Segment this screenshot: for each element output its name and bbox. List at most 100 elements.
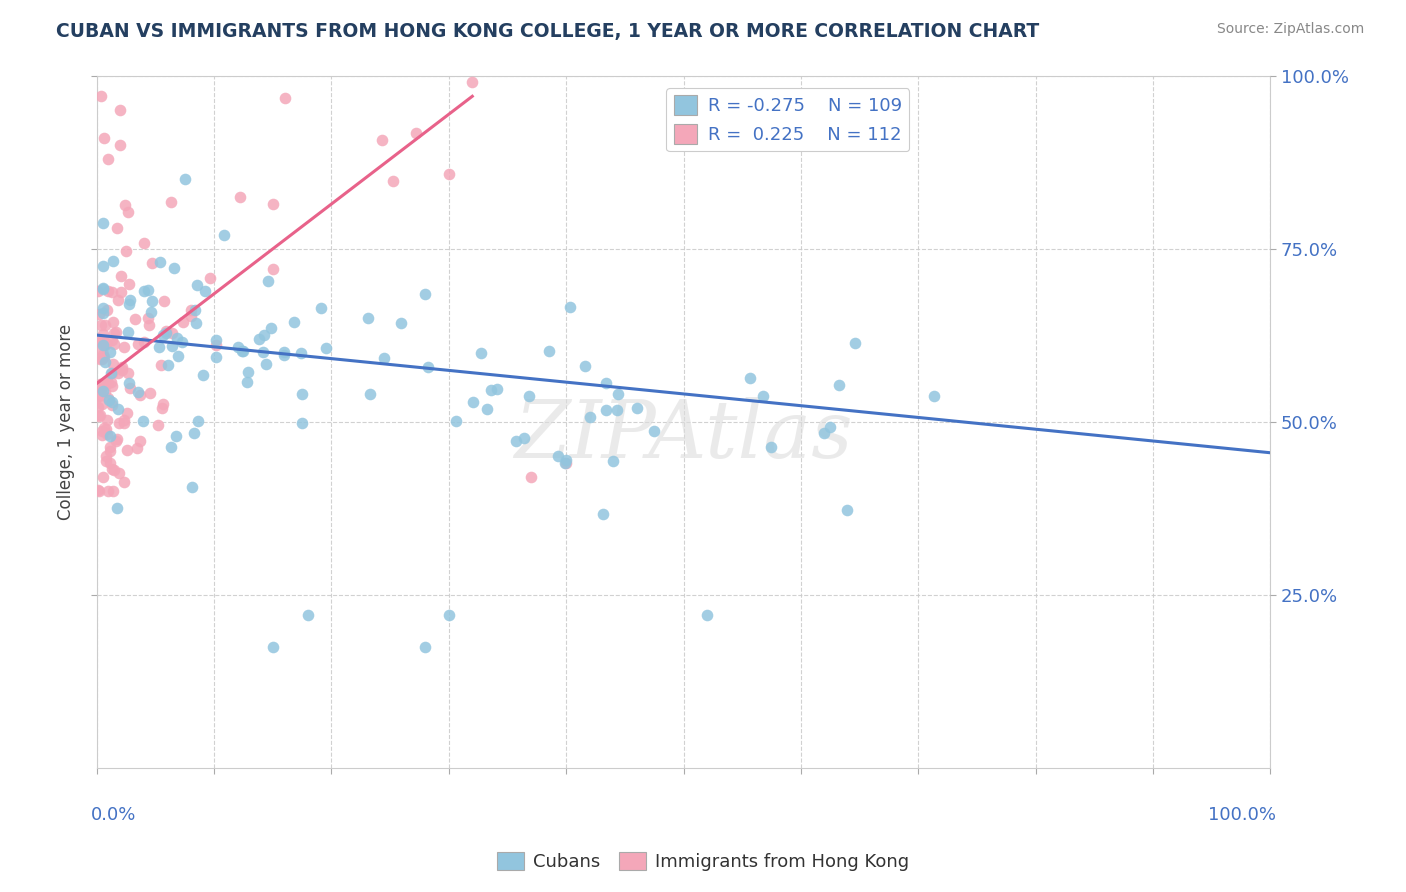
Point	[290, 346, 312, 360]
Point	[97, 284, 120, 298]
Point	[205, 351, 228, 365]
Point	[148, 417, 170, 432]
Point	[127, 385, 149, 400]
Point	[103, 337, 125, 351]
Point	[183, 302, 205, 317]
Point	[90, 89, 112, 103]
Point	[108, 466, 131, 480]
Point	[91, 281, 114, 295]
Point	[139, 385, 162, 400]
Point	[446, 414, 468, 428]
Point	[183, 425, 205, 440]
Point	[149, 255, 172, 269]
Point	[132, 414, 155, 428]
Point	[100, 285, 122, 299]
Point	[97, 483, 120, 498]
Point	[371, 133, 394, 147]
Point	[93, 350, 115, 364]
Point	[89, 408, 111, 422]
Point	[87, 382, 110, 396]
Point	[90, 334, 112, 348]
Point	[105, 434, 128, 449]
Point	[226, 340, 249, 354]
Point	[252, 345, 274, 359]
Point	[235, 376, 257, 390]
Point	[517, 389, 540, 403]
Point	[107, 416, 129, 430]
Point	[101, 398, 124, 412]
Point	[479, 384, 502, 398]
Point	[91, 338, 114, 352]
Point	[87, 334, 110, 348]
Point	[125, 441, 148, 455]
Point	[91, 306, 114, 320]
Point	[159, 440, 181, 454]
Point	[91, 301, 114, 315]
Point	[141, 256, 163, 270]
Point	[229, 189, 252, 203]
Point	[231, 343, 253, 358]
Point	[87, 378, 110, 392]
Point	[87, 400, 110, 414]
Point	[813, 425, 835, 440]
Point	[155, 324, 177, 338]
Point	[194, 284, 217, 298]
Point	[405, 126, 427, 140]
Point	[381, 174, 404, 188]
Point	[283, 315, 305, 329]
Point	[592, 507, 614, 521]
Point	[89, 351, 111, 366]
Point	[357, 310, 380, 325]
Point	[112, 340, 135, 354]
Point	[89, 389, 111, 403]
Point	[91, 470, 114, 484]
Point	[602, 454, 624, 468]
Point	[97, 392, 120, 407]
Point	[128, 434, 150, 449]
Point	[180, 309, 202, 323]
Point	[118, 293, 141, 307]
Point	[837, 503, 859, 517]
Point	[315, 341, 337, 355]
Point	[115, 443, 138, 458]
Point	[643, 424, 665, 438]
Point	[560, 300, 582, 314]
Point	[204, 334, 226, 348]
Point	[738, 370, 761, 384]
Point	[180, 303, 202, 318]
Point	[256, 274, 278, 288]
Point	[94, 335, 117, 350]
Point	[262, 262, 284, 277]
Point	[100, 367, 122, 381]
Point	[96, 413, 118, 427]
Point	[291, 387, 314, 401]
Point	[93, 384, 115, 399]
Point	[94, 338, 117, 352]
Point	[262, 196, 284, 211]
Text: 100.0%: 100.0%	[1208, 805, 1277, 824]
Point	[160, 326, 183, 340]
Point	[214, 228, 236, 243]
Point	[520, 470, 543, 484]
Point	[606, 386, 628, 401]
Point	[87, 285, 110, 299]
Point	[485, 382, 508, 396]
Point	[100, 376, 122, 390]
Point	[101, 334, 124, 348]
Point	[150, 358, 173, 372]
Point	[696, 608, 718, 623]
Point	[98, 429, 121, 443]
Point	[578, 409, 600, 424]
Point	[89, 343, 111, 357]
Point	[273, 344, 295, 359]
Point	[94, 318, 117, 332]
Point	[91, 384, 114, 398]
Point	[160, 339, 183, 353]
Point	[101, 379, 124, 393]
Point	[262, 640, 284, 654]
Point	[91, 334, 114, 348]
Legend: Cubans, Immigrants from Hong Kong: Cubans, Immigrants from Hong Kong	[489, 845, 917, 879]
Point	[94, 422, 117, 436]
Point	[87, 388, 110, 402]
Point	[117, 205, 139, 219]
